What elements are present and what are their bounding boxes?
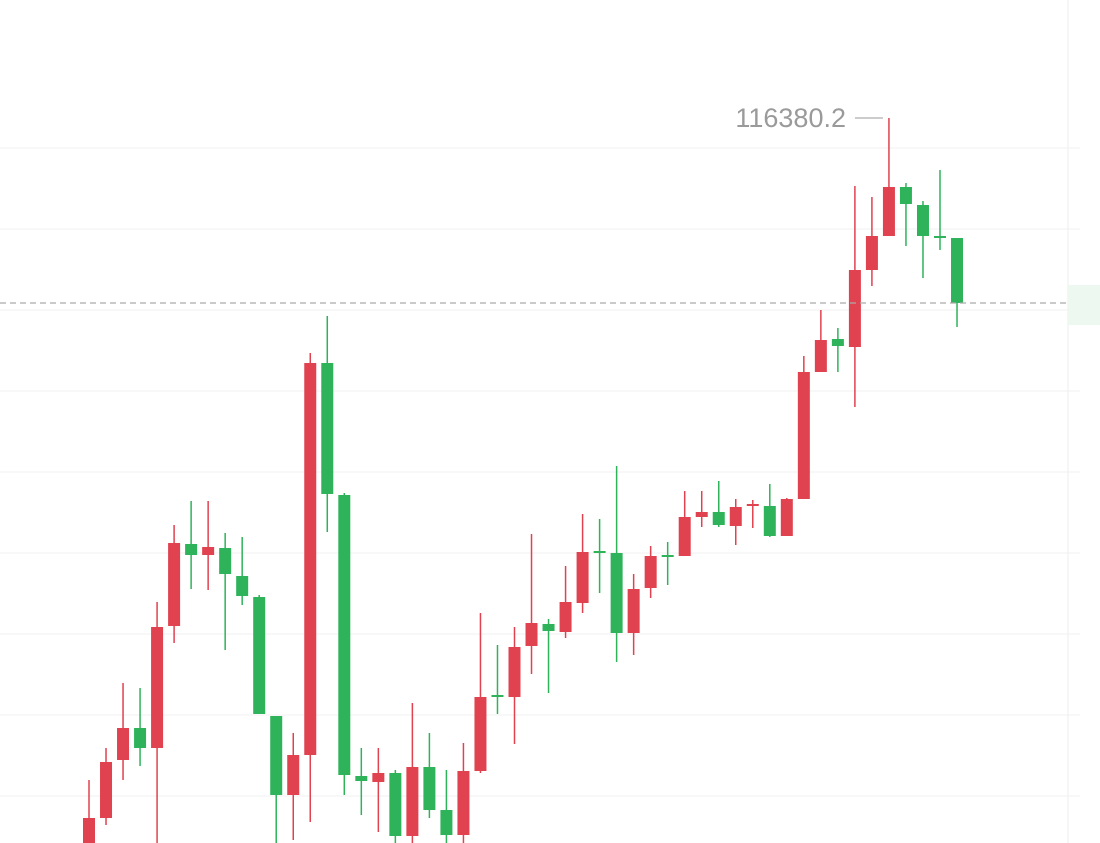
candle-body	[287, 755, 300, 795]
candle-body	[848, 270, 861, 347]
candle-body	[882, 187, 895, 236]
candle-body	[610, 553, 623, 633]
candle-body	[831, 339, 844, 346]
candle-body	[934, 236, 946, 238]
candle-body	[321, 363, 334, 494]
candle-body	[678, 517, 691, 556]
candle-body	[185, 544, 198, 555]
candle-body	[151, 627, 164, 748]
candle-body	[695, 512, 708, 517]
candle-body	[304, 363, 317, 755]
candle-body	[627, 589, 640, 633]
candle-body	[559, 602, 572, 632]
candle-body	[712, 512, 725, 525]
candle-body	[814, 340, 827, 372]
candle-body	[406, 767, 419, 836]
candle-body	[508, 647, 521, 697]
candle-body	[389, 773, 402, 836]
current-price-tag	[1068, 285, 1100, 325]
candle-body	[542, 624, 555, 631]
candle-body	[644, 556, 657, 588]
candle-body	[865, 236, 878, 270]
candle-body	[270, 716, 283, 795]
candle-body	[117, 728, 130, 760]
candle-body	[780, 499, 793, 536]
candle-body	[491, 695, 504, 697]
candle-body	[593, 551, 606, 553]
candle-body	[746, 504, 759, 506]
candle-body	[797, 372, 810, 499]
candle-body	[474, 697, 487, 771]
candle-body	[338, 495, 351, 775]
candle-body	[525, 623, 538, 646]
candle-body	[661, 555, 674, 557]
candle-body	[440, 810, 453, 835]
candle-body	[236, 576, 249, 596]
candle-body	[100, 762, 113, 818]
high-label: 116380.2	[735, 103, 846, 133]
candle-body	[916, 205, 929, 236]
candle-body	[372, 773, 385, 782]
candle-body	[253, 597, 266, 714]
candle-body	[219, 548, 232, 574]
candle-body	[134, 728, 147, 748]
candle-body	[423, 767, 436, 810]
candle-body	[168, 543, 181, 626]
candle-body	[83, 818, 95, 843]
candle-body	[899, 187, 912, 204]
candle-body	[729, 507, 742, 526]
candle-body	[763, 506, 776, 536]
candle-body	[355, 776, 368, 781]
candle-body	[951, 238, 964, 303]
candle-body	[457, 771, 470, 835]
candle-body	[576, 552, 589, 603]
candle-body	[202, 547, 215, 555]
